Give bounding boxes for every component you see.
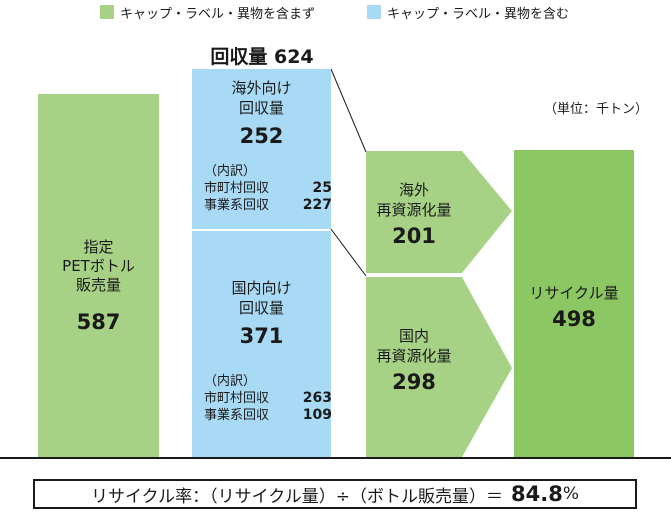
domestic-collection-box: 国内向け 回収量 371 （内訳） 市町村回収 263 事業系回収 109 xyxy=(192,231,332,457)
overseas-recycling-line1: 海外 xyxy=(398,181,429,199)
legend-item-including: キャップ・ラベル・異物を含む xyxy=(367,3,570,22)
overseas-municipal-label: 市町村回収 xyxy=(204,181,270,196)
domestic-collection-value: 371 xyxy=(239,324,284,348)
legend-swatch-green xyxy=(100,5,114,19)
recycled-label: リサイクル量 xyxy=(529,284,619,302)
domestic-breakdown-title: （内訳） xyxy=(204,374,257,389)
domestic-recycling-arrow xyxy=(366,277,512,457)
overseas-collection-line2: 回収量 xyxy=(238,99,284,117)
recycling-rate-unit: % xyxy=(562,484,580,504)
domestic-recycling-line1: 国内 xyxy=(398,327,429,345)
overseas-collection-box: 海外向け 回収量 252 （内訳） 市町村回収 25 事業系回収 227 xyxy=(192,69,332,229)
domestic-collection-line1: 国内向け xyxy=(231,279,292,297)
domestic-business-label: 事業系回収 xyxy=(204,408,270,423)
overseas-recycling-value: 201 xyxy=(392,224,436,248)
overseas-municipal-row: 市町村回収 25 xyxy=(204,180,332,197)
overseas-recycling-line2: 再資源化量 xyxy=(376,201,452,219)
unit-label: （単位：千トン） xyxy=(544,102,649,117)
connector-top xyxy=(330,68,367,153)
domestic-municipal-row: 市町村回収 263 xyxy=(204,390,332,407)
recycling-rate-value: 84.8 xyxy=(511,482,563,506)
domestic-collection-line2: 回収量 xyxy=(238,299,284,317)
domestic-business-value: 109 xyxy=(302,407,332,423)
sales-line3: 販売量 xyxy=(75,276,121,294)
sales-box: 指定 PETボトル 販売量 587 xyxy=(38,94,159,457)
domestic-recycling-line2: 再資源化量 xyxy=(376,347,452,365)
recycled-value: 498 xyxy=(552,307,596,331)
sales-line1: 指定 xyxy=(83,238,114,256)
collection-total-title: 回収量 624 xyxy=(192,42,332,69)
domestic-breakdown: （内訳） 市町村回収 263 事業系回収 109 xyxy=(204,373,332,424)
overseas-business-label: 事業系回収 xyxy=(204,198,270,213)
recycling-rate-formula: リサイクル率：（リサイクル量）÷（ボトル販売量）＝ 84.8 % xyxy=(33,479,637,509)
overseas-collection-value: 252 xyxy=(239,124,284,148)
domestic-recycling-label: 国内 再資源化量 298 xyxy=(366,277,462,457)
domestic-recycling-value: 298 xyxy=(392,370,436,394)
overseas-business-row: 事業系回収 227 xyxy=(204,197,332,214)
domestic-municipal-value: 263 xyxy=(302,390,332,406)
overseas-breakdown: （内訳） 市町村回収 25 事業系回収 227 xyxy=(204,163,332,214)
overseas-collection-line1: 海外向け xyxy=(231,79,292,97)
legend-label-excluding: キャップ・ラベル・異物を含まず xyxy=(120,6,316,22)
collection-total-value: 624 xyxy=(273,46,314,68)
formula-text: リサイクル率：（リサイクル量）÷（ボトル販売量）＝ xyxy=(90,486,504,507)
recycled-box: リサイクル量 498 xyxy=(514,150,634,457)
sales-value: 587 xyxy=(76,310,121,334)
legend-swatch-blue xyxy=(367,5,381,19)
legend-item-excluding: キャップ・ラベル・異物を含まず xyxy=(100,3,316,22)
legend-label-including: キャップ・ラベル・異物を含む xyxy=(387,6,570,22)
domestic-municipal-label: 市町村回収 xyxy=(204,391,270,406)
overseas-recycling-label: 海外 再資源化量 201 xyxy=(366,151,462,273)
sales-line2: PETボトル xyxy=(62,257,135,275)
overseas-recycling-arrow xyxy=(366,151,512,273)
domestic-business-row: 事業系回収 109 xyxy=(204,407,332,424)
connector-bottom xyxy=(330,228,367,277)
overseas-business-value: 227 xyxy=(302,197,332,213)
overseas-municipal-value: 25 xyxy=(312,180,332,196)
baseline xyxy=(0,457,671,459)
overseas-breakdown-title: （内訳） xyxy=(204,164,257,179)
collection-total-label: 回収量 xyxy=(210,46,268,68)
